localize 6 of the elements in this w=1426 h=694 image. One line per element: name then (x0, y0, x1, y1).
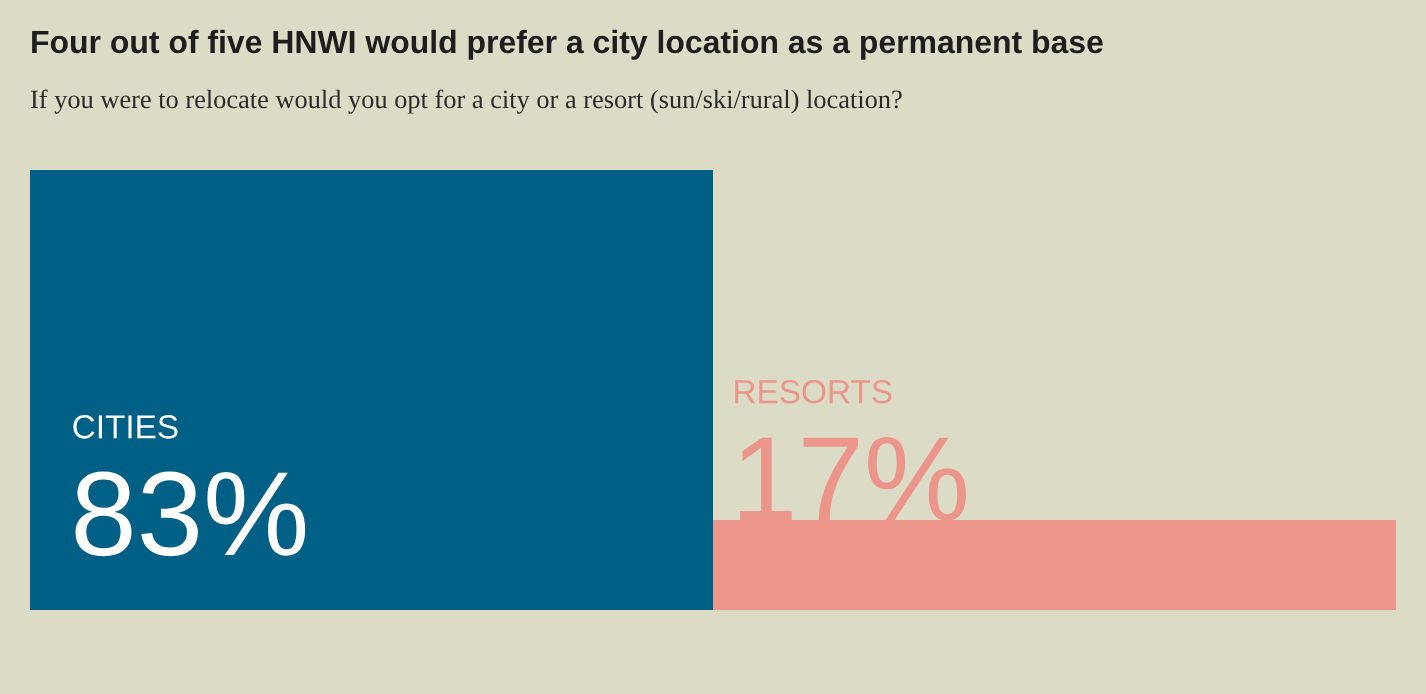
chart-subtitle: If you were to relocate would you opt for a city or a resort (sun/ski/rural) location? (30, 89, 902, 114)
x-tick-label: RESORTS (735, 379, 892, 404)
x-tick-label: CITIES (73, 415, 178, 439)
data-label: 17% (740, 437, 966, 521)
data-label: 83% (75, 471, 306, 557)
chart-title: Four out of five HNWI would prefer a city location as a permanent base (32, 29, 1103, 60)
